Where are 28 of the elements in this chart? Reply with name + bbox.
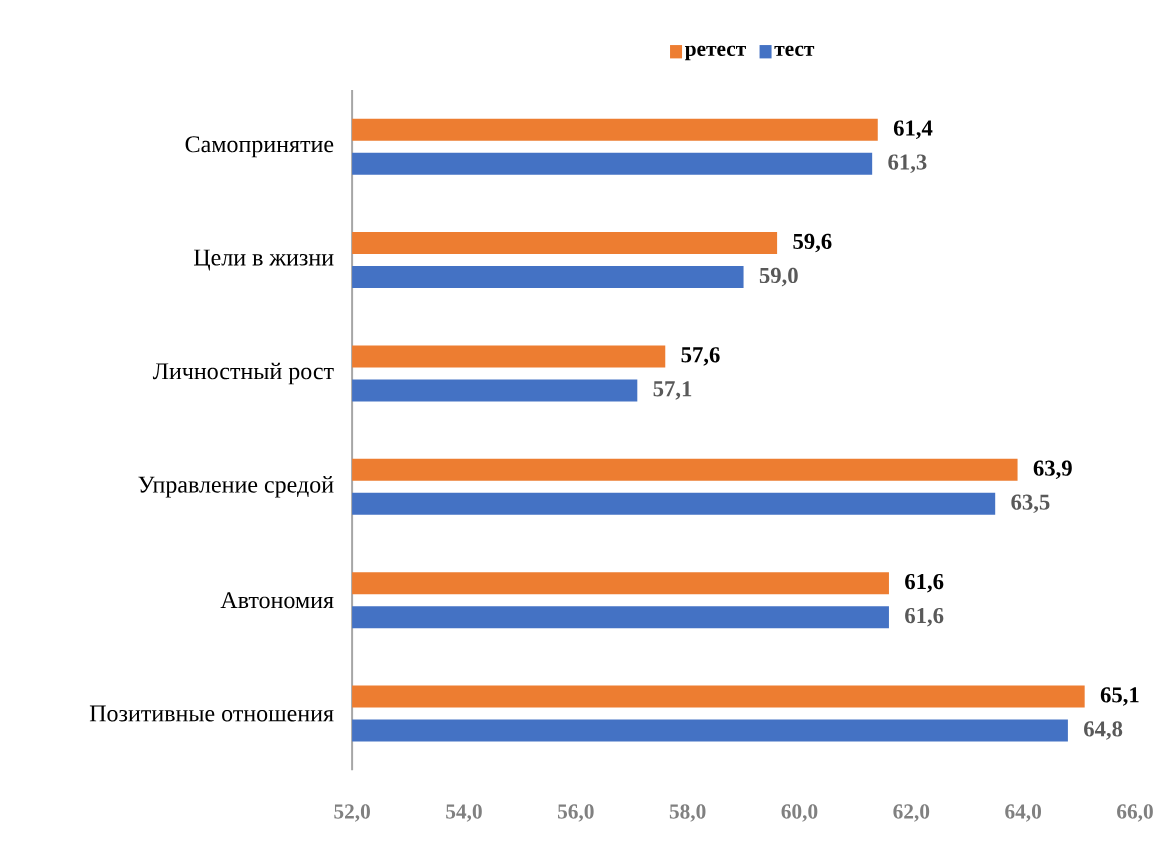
y-tick-label: Личностный рост <box>152 362 334 385</box>
data-label: 61,4 <box>893 120 933 139</box>
data-label: 59,0 <box>759 267 798 287</box>
legend-label: ретест <box>684 45 746 61</box>
legend-label: тест <box>774 45 815 56</box>
y-tick-label: Позитивные отношения <box>89 705 334 722</box>
x-tick-label: 64,0 <box>1005 804 1042 822</box>
data-label: 63,5 <box>1011 494 1050 513</box>
x-tick-label: 58,0 <box>669 804 706 822</box>
y-tick-label: Автономия <box>220 592 334 609</box>
y-tick-label: Самопринятие <box>185 136 334 158</box>
data-label: 64,8 <box>1084 721 1123 740</box>
data-label: 61,6 <box>905 573 944 593</box>
x-tick-label: 52,0 <box>334 804 370 822</box>
y-tick-label: Цели в жизни <box>193 249 334 271</box>
x-tick-label: 66,0 <box>1117 804 1153 822</box>
y-tick-label: Управление средой <box>138 475 334 498</box>
x-tick-label: 62,0 <box>893 804 930 822</box>
data-label: 65,1 <box>1100 687 1139 706</box>
data-label: 57,6 <box>681 347 720 366</box>
x-tick-label: 54,0 <box>446 804 482 822</box>
data-label: 61,6 <box>905 607 944 627</box>
data-label: 57,1 <box>653 381 692 400</box>
data-label: 63,9 <box>1033 460 1072 479</box>
x-tick-label: 56,0 <box>557 804 594 822</box>
data-label: 59,6 <box>793 233 832 253</box>
data-label: 61,3 <box>888 154 927 173</box>
x-tick-label: 60,0 <box>781 804 818 822</box>
